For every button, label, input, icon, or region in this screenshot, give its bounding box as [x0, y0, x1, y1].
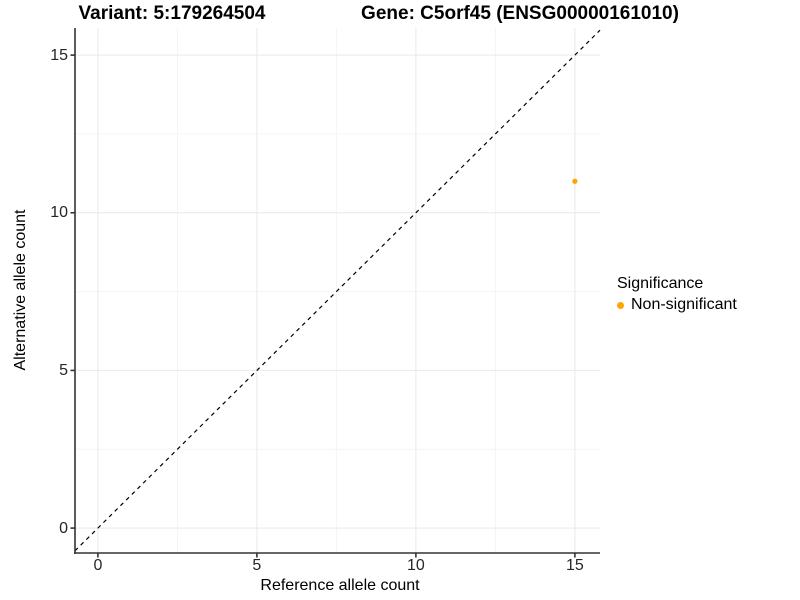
x-tick-label: 10 [406, 557, 425, 574]
y-tick-label: 0 [59, 519, 68, 537]
legend-item-label: Non-significant [631, 296, 737, 313]
y-tick-label: 15 [50, 46, 68, 64]
x-tick-label: 15 [565, 557, 584, 574]
variant-title: Variant: 5:179264504 [78, 3, 266, 24]
y-tick-label: 10 [50, 204, 68, 222]
x-tick-label: 5 [252, 557, 262, 574]
legend-point-icon [617, 301, 624, 309]
x-tick-label: 0 [93, 557, 103, 574]
y-axis-title: Alternative allele count [12, 209, 29, 371]
legend: Significance Non-significant [617, 275, 737, 314]
legend-item: Non-significant [617, 296, 737, 314]
data-point [572, 178, 578, 184]
gene-title: Gene: C5orf45 (ENSG00000161010) [361, 3, 679, 24]
legend-title: Significance [617, 275, 704, 292]
y-tick-label: 5 [59, 361, 68, 379]
identity-dashed-line [74, 29, 601, 552]
x-axis-title: Reference allele count [260, 577, 420, 594]
